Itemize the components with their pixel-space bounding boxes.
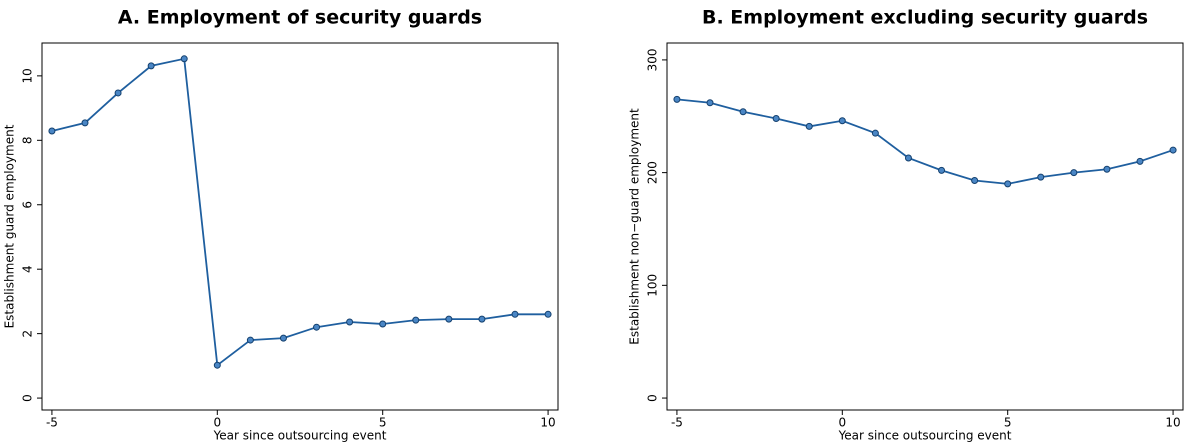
data-point xyxy=(445,315,453,323)
data-point xyxy=(114,89,122,97)
data-point xyxy=(772,115,780,123)
data-point xyxy=(379,320,387,328)
y-axis-label: Establishment non−guard employment xyxy=(628,108,642,345)
data-point xyxy=(904,154,912,162)
data-point xyxy=(81,119,89,127)
x-axis-label: Year since outsourcing event xyxy=(838,429,1012,443)
data-point xyxy=(938,166,946,174)
y-tick-label: 6 xyxy=(21,201,35,209)
data-point xyxy=(511,310,519,318)
plot-frame xyxy=(666,42,1184,411)
chart-title: B. Employment excluding security guards xyxy=(702,7,1148,29)
y-tick-label: 0 xyxy=(21,394,35,402)
x-axis-label: Year since outsourcing event xyxy=(213,429,387,443)
y-tick-label: 4 xyxy=(21,265,35,273)
data-point xyxy=(871,129,879,137)
y-tick-label: 2 xyxy=(21,330,35,338)
y-tick-label: 200 xyxy=(646,161,660,184)
data-point xyxy=(147,62,155,70)
data-point xyxy=(213,361,221,369)
data-point xyxy=(805,122,813,130)
y-tick-label: 8 xyxy=(21,136,35,144)
series-line xyxy=(676,98,1174,185)
data-point xyxy=(1037,173,1045,181)
data-point xyxy=(246,336,254,344)
data-point xyxy=(1169,146,1177,154)
data-point xyxy=(346,318,354,326)
data-point xyxy=(739,108,747,116)
data-point xyxy=(313,323,321,331)
data-point xyxy=(706,99,714,107)
x-tick-label: 5 xyxy=(379,416,387,430)
y-tick-label: 100 xyxy=(646,274,660,297)
y-tick-label: 300 xyxy=(646,48,660,71)
x-tick-label: 0 xyxy=(838,416,846,430)
y-axis-label: Establishment guard employment xyxy=(3,124,17,328)
x-tick-label: 5 xyxy=(1004,416,1012,430)
series-line xyxy=(51,57,549,367)
data-point xyxy=(971,177,979,185)
data-point xyxy=(673,95,681,103)
data-point xyxy=(48,127,56,135)
data-point xyxy=(838,117,846,125)
data-point xyxy=(412,316,420,324)
data-point xyxy=(1136,157,1144,165)
x-tick-label: 10 xyxy=(540,416,555,430)
data-point xyxy=(478,315,486,323)
data-point xyxy=(1103,165,1111,173)
y-tick-label: 10 xyxy=(21,68,35,83)
data-point xyxy=(180,55,188,63)
x-tick-label: 10 xyxy=(1165,416,1180,430)
chart-title: A. Employment of security guards xyxy=(118,7,482,29)
data-point xyxy=(1004,180,1012,188)
x-tick-label: 0 xyxy=(213,416,221,430)
data-point xyxy=(544,310,552,318)
x-tick-label: -5 xyxy=(671,416,683,430)
data-point xyxy=(1070,169,1078,177)
x-tick-label: -5 xyxy=(46,416,58,430)
y-tick-label: 0 xyxy=(646,394,660,402)
plot-frame xyxy=(41,42,559,411)
data-point xyxy=(279,334,287,342)
